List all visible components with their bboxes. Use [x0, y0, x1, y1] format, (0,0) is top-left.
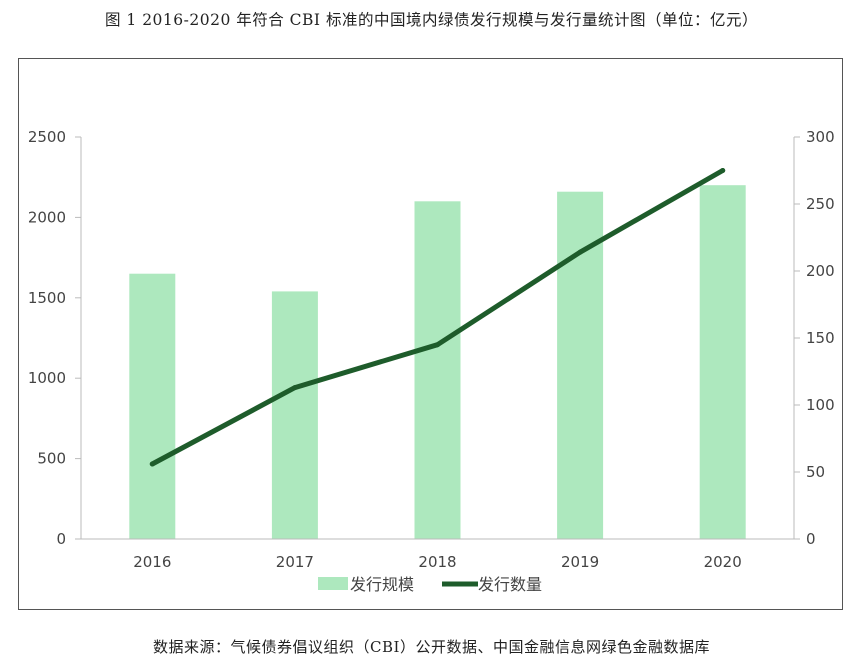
- x-tick-label: 2017: [276, 553, 314, 571]
- chart-title: 图 1 2016-2020 年符合 CBI 标准的中国境内绿债发行规模与发行量统…: [104, 11, 758, 29]
- line-series: [149, 168, 726, 467]
- left-tick-label: 0: [56, 530, 66, 548]
- line-point-2018: [435, 342, 440, 348]
- legend-bar-label: 发行规模: [350, 575, 414, 594]
- data-source-note: 数据来源：气候债券倡议组织（CBI）公开数据、中国金融信息网绿色金融数据库: [153, 638, 710, 656]
- bar-2018: [414, 201, 461, 540]
- right-tick-label: 200: [806, 262, 835, 280]
- left-tick-label: 2000: [28, 208, 66, 226]
- legend-line-label: 发行数量: [478, 575, 542, 594]
- bar-2016: [129, 273, 176, 539]
- line-point-2017: [292, 385, 298, 391]
- x-tick-label: 2020: [704, 553, 742, 571]
- legend-bar-swatch: [318, 577, 348, 590]
- line-point-2019: [577, 249, 583, 255]
- x-tick-label: 2016: [133, 553, 171, 571]
- x-tick-label: 2018: [418, 553, 456, 571]
- right-tick-label: 150: [806, 329, 835, 347]
- legend: 发行规模 发行数量: [318, 575, 542, 594]
- axes: 0 500 1000 1500 2000 2500 0 50 100 150 200 250 300 20…: [28, 128, 835, 571]
- bar-series: [129, 185, 746, 540]
- right-tick-label: 250: [806, 195, 835, 213]
- left-tick-label: 500: [37, 450, 66, 468]
- chart-frame: [18, 58, 843, 610]
- left-tick-label: 1500: [28, 289, 66, 307]
- line-point-2020: [720, 168, 726, 173]
- bar-2020: [699, 185, 746, 539]
- line-point-2016: [149, 461, 155, 467]
- x-tick-label: 2019: [561, 553, 599, 571]
- left-tick-label: 1000: [28, 369, 66, 387]
- bar-2017: [271, 291, 318, 539]
- right-tick-label: 300: [806, 128, 835, 146]
- right-tick-label: 0: [806, 530, 816, 548]
- right-tick-label: 100: [806, 396, 835, 414]
- right-tick-label: 50: [806, 463, 825, 481]
- left-tick-label: 2500: [28, 128, 66, 146]
